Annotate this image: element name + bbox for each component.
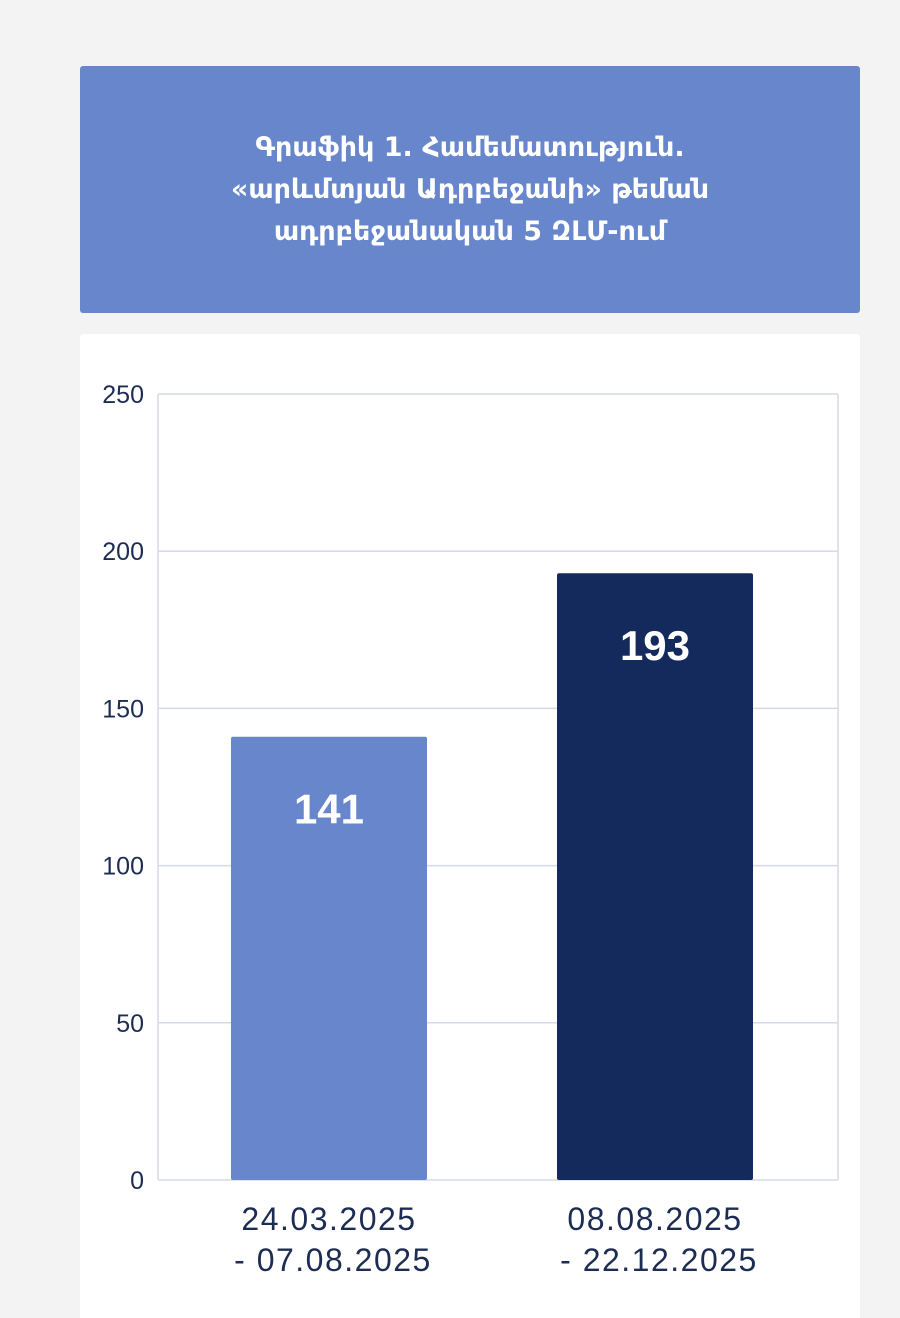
chart-title-line-1: Գրաֆիկ 1. Համեմատություն. [255, 131, 685, 163]
x-category-label-1-line-1: 24.03.2025 [241, 1201, 416, 1237]
y-tick-label-150: 150 [102, 695, 144, 723]
chart-title-box: Գրաֆիկ 1. Համեմատություն. «արևմտյան Ադրբ… [80, 66, 860, 313]
chart-title-line-3: ադրբեջանական 5 ԶԼՄ-ում [273, 215, 667, 247]
x-category-label-2-line-1: 08.08.2025 [567, 1201, 742, 1237]
data-label-2: 193 [620, 622, 690, 669]
y-tick-label-200: 200 [102, 538, 144, 566]
x-category-label-2-line-2: - 22.12.2025 [560, 1242, 758, 1278]
x-category-label-1-line-2: - 07.08.2025 [234, 1242, 432, 1278]
y-tick-label-250: 250 [102, 381, 144, 409]
chart-title-line-2: «արևմտյան Ադրբեջանի» թեման [230, 173, 710, 205]
data-label-1: 141 [294, 786, 364, 833]
bar-1 [231, 736, 427, 1180]
y-tick-label-100: 100 [102, 853, 144, 881]
bar-2 [557, 573, 753, 1180]
y-tick-label-0: 0 [130, 1167, 144, 1195]
y-tick-label-50: 50 [116, 1010, 144, 1038]
